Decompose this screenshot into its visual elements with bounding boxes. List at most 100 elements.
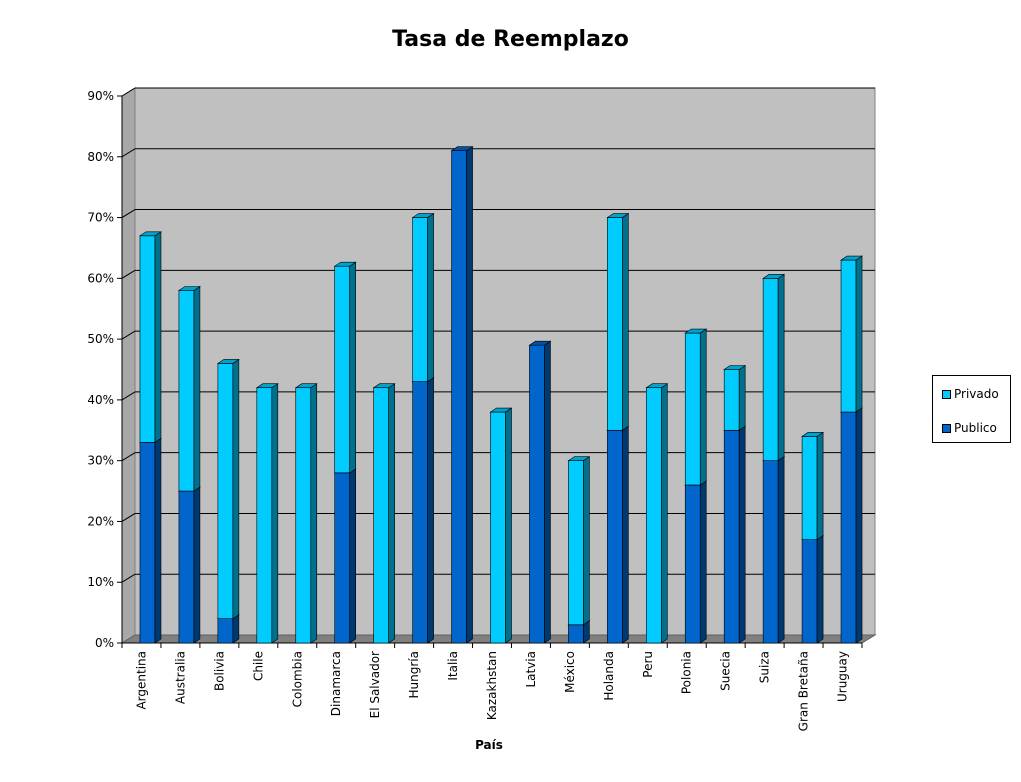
bar-privado <box>411 212 435 383</box>
bar-side-privado <box>777 273 785 462</box>
bar-top-privado <box>177 286 201 291</box>
bar-front-privado <box>373 387 389 644</box>
bar-top-publico <box>528 340 552 346</box>
gridline-diagonal <box>121 87 136 97</box>
y-tick-label: 60% <box>87 271 114 285</box>
bar-privado <box>606 212 630 431</box>
legend-label-privado: Privado <box>954 387 999 401</box>
bar-privado <box>801 431 825 541</box>
bar-front-privado <box>178 290 195 492</box>
side-wall <box>121 87 136 644</box>
bar-side-publico <box>349 468 357 644</box>
x-tick-label: El Salvador <box>368 651 382 718</box>
bar-privado <box>372 383 396 644</box>
bar-front-privado <box>568 460 584 626</box>
bar-side-privado <box>738 364 746 431</box>
legend-item-publico: Publico <box>942 421 997 435</box>
bar-top-publico <box>450 146 474 151</box>
gridline-diagonal <box>121 148 136 158</box>
bar-side-privado <box>349 261 357 474</box>
bar-privado <box>762 273 786 462</box>
bar-front-privado <box>256 387 273 644</box>
bar-top-privado <box>645 383 669 389</box>
y-tick-label: 70% <box>87 211 114 225</box>
bar-privado <box>684 328 708 486</box>
bar-privado <box>294 383 318 644</box>
chart-title: Tasa de Reemplazo <box>392 27 629 52</box>
legend-item-privado: Privado <box>942 387 999 401</box>
bar-front-publico <box>334 472 351 644</box>
bar-front-privado <box>295 387 312 644</box>
bar-publico <box>684 480 708 644</box>
bar-privado <box>216 358 240 620</box>
bar-top-privado <box>216 359 240 364</box>
bar-side-publico <box>699 480 707 644</box>
bar-top-privado <box>294 383 318 389</box>
bar-side-publico <box>816 535 824 644</box>
bar-top-privado <box>372 383 396 389</box>
x-tick-label: Suecia <box>719 651 733 691</box>
x-tick-label: Latvia <box>524 651 538 688</box>
x-tick-label: Argentina <box>134 651 148 710</box>
bar-front-privado <box>762 278 779 461</box>
bar-front-publico <box>568 624 584 644</box>
bar-front-publico <box>607 429 623 644</box>
x-tick-label: Peru <box>641 651 655 678</box>
x-tick-label: Bolivia <box>212 651 226 691</box>
bar-privado <box>255 383 279 644</box>
bar-top-privado <box>411 213 435 218</box>
bar-front-privado <box>801 436 818 540</box>
x-tick-label: Suiza <box>758 651 772 683</box>
bar-top-privado <box>801 432 825 437</box>
bar-publico <box>450 146 474 644</box>
bar-side-privado <box>583 456 590 626</box>
bar-front-privado <box>723 369 740 431</box>
bar-publico <box>840 407 864 644</box>
bar-front-publico <box>723 429 740 644</box>
bar-privado <box>138 231 162 443</box>
bar-side-publico <box>232 614 240 644</box>
bar-publico <box>528 340 552 644</box>
bar-side-publico <box>466 146 473 644</box>
y-tick-label: 10% <box>87 575 114 589</box>
bar-publico <box>606 425 630 644</box>
bar-front-privado <box>334 265 351 474</box>
bar-top-privado <box>138 231 162 237</box>
x-tick-label: Hungría <box>407 651 421 698</box>
bar-privado <box>177 285 201 492</box>
bar-side-publico <box>544 340 551 644</box>
bar-front-publico <box>217 618 234 644</box>
bar-side-publico <box>777 456 785 644</box>
bar-side-publico <box>855 407 863 644</box>
x-tick-label: Holanda <box>602 651 616 701</box>
bar-front-privado <box>490 411 506 644</box>
legend-swatch-privado <box>942 389 951 399</box>
y-tick-label: 20% <box>87 514 114 528</box>
bar-side-privado <box>816 431 824 541</box>
bar-front-publico <box>529 344 545 644</box>
bar-publico <box>723 425 747 644</box>
y-tick-label: 0% <box>95 636 114 650</box>
x-tick-label: Uruguay <box>836 651 850 702</box>
bar-top-privado <box>684 328 708 334</box>
bar-side-privado <box>622 212 629 431</box>
x-tick-label: Chile <box>251 651 265 681</box>
y-tick-label: 50% <box>87 332 114 346</box>
bar-top-privado <box>255 383 279 389</box>
category-labels: Argentina Australia Bolivia Chile Colombia Di… <box>134 651 849 731</box>
gridline-diagonal <box>121 573 136 583</box>
bar-front-publico <box>178 490 195 644</box>
bar-privado <box>840 255 864 413</box>
bar-side-privado <box>232 358 240 620</box>
gridline-diagonal <box>121 209 136 218</box>
gridline-diagonal <box>121 330 136 340</box>
bar-publico <box>762 456 786 644</box>
bar-side-privado <box>427 212 434 383</box>
y-tick-label: 90% <box>87 89 114 103</box>
x-tick-label: Colombia <box>290 651 304 707</box>
gridline-diagonal <box>121 269 136 279</box>
bar-front-privado <box>139 235 156 443</box>
bars <box>138 146 864 644</box>
bar-front-publico <box>684 484 701 644</box>
gridline-diagonal <box>121 452 136 462</box>
